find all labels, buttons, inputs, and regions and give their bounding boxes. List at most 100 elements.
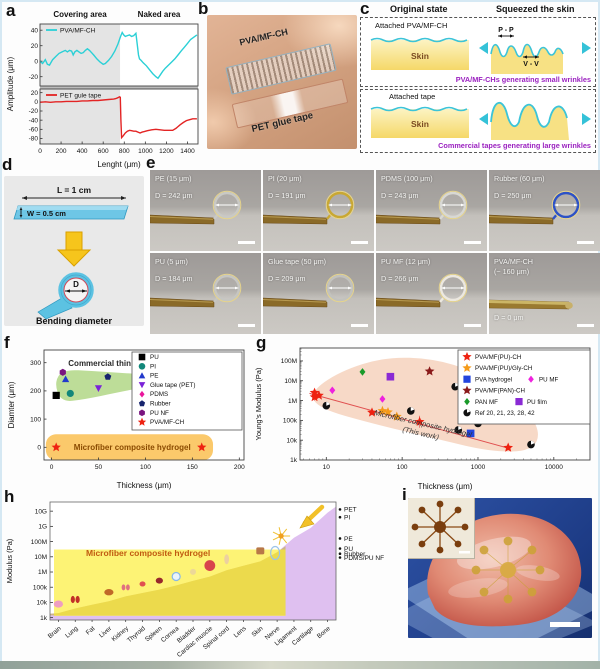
f-legend-label: PVA/MF-CH: [150, 419, 185, 426]
e-tile: PI (20 μm) D = 191 μm: [263, 170, 374, 251]
svg-text:200: 200: [30, 388, 41, 395]
svg-text:1G: 1G: [38, 524, 47, 531]
material-label: PVA/MF-CH: [494, 257, 533, 266]
cornea-icon: [171, 571, 181, 582]
stick: [376, 214, 441, 225]
brain-icon: [53, 600, 64, 608]
svg-text:-20: -20: [29, 108, 39, 115]
diameter-label: D = 209 μm: [268, 274, 306, 283]
e-tile-art: [150, 190, 242, 225]
diameter-label: D = 250 μm: [494, 191, 532, 200]
h-category-label: Lens: [233, 625, 248, 639]
skin-block-1: Skin: [370, 37, 469, 70]
scale-bar: [464, 241, 481, 244]
diameter-label: D = 242 μm: [155, 191, 193, 200]
h-category-label: Skin: [251, 625, 265, 639]
material-label: PI (20 μm): [268, 174, 302, 183]
heart-demo: [404, 496, 596, 644]
squeeze-arrow-right-icon: [582, 42, 591, 54]
material-label: PU MF (12 μm): [381, 257, 431, 266]
marker-triangle: [61, 375, 70, 383]
f-legend-label: PI: [150, 363, 156, 370]
down-arrow-icon: [56, 231, 92, 267]
svg-text:20: 20: [31, 90, 39, 97]
diameter-label: D = 266 μm: [381, 274, 419, 283]
liver-icon: [104, 589, 114, 596]
marker-star: [424, 366, 435, 376]
svg-text:W = 0.5 cm: W = 0.5 cm: [27, 209, 66, 218]
device-inset-svg: [411, 500, 470, 554]
next-figure-edge: [0, 661, 600, 669]
scale-bar: [577, 241, 594, 244]
e-tile: PE (15 μm) D = 242 μm: [150, 170, 261, 251]
hydrogel-coating: [489, 300, 569, 305]
chart-diameter-vs-thickness: Commercial thin film Microfiber composite…: [7, 349, 245, 490]
svg-text:10: 10: [323, 464, 331, 471]
g-legend-label: PVA/MF(PU)-CH: [475, 354, 521, 361]
bent-film-loop: D: [37, 272, 94, 320]
marker-circle-ref: [322, 401, 331, 410]
diameter-label: D = 0 μm: [494, 313, 524, 322]
svg-text:10k: 10k: [287, 437, 298, 444]
stick: [150, 214, 215, 225]
bending-diagram-svg: L = 1 cm W = 0.5 cm D Bending diameter: [13, 185, 129, 326]
scale-bar: [238, 324, 255, 327]
attached-tape-label: Attached tape: [389, 92, 436, 101]
g-legend-label: PVA/MF(PAN)-CH: [475, 388, 525, 395]
marker-pentagon: [104, 373, 112, 380]
marker-star: [462, 363, 472, 372]
series-line: [39, 95, 197, 140]
marker-star: [383, 407, 393, 417]
e-tile-art: [150, 273, 242, 308]
squeezed-large-wrinkles: [479, 102, 591, 140]
diameter-annotation: [212, 190, 242, 220]
marker-star: [51, 442, 61, 452]
h-category-label: Lung: [64, 625, 80, 640]
svg-text:L = 1 cm: L = 1 cm: [57, 185, 92, 195]
e-tile: Glue tape (50 μm) D = 209 μm: [263, 253, 374, 334]
a-ylabel: Amplitude (μm): [6, 56, 15, 111]
marker-diamond: [359, 368, 366, 376]
marker-square: [52, 391, 60, 400]
h-category-label: Thyroid: [126, 625, 147, 644]
f-legend-label: Rubber: [150, 401, 171, 408]
heart-photo: [408, 498, 592, 638]
svg-text:200: 200: [234, 464, 245, 471]
scale-bar: [459, 551, 470, 554]
svg-text:400: 400: [77, 148, 88, 155]
marker-diamond: [528, 375, 534, 383]
marker-star: [503, 442, 513, 452]
h-material-label: PDMS/PU NF: [344, 555, 384, 562]
device-inset: [408, 498, 475, 559]
squeeze-arrow-right-icon: [582, 113, 591, 125]
marker-circle-ref: [406, 407, 415, 415]
svg-text:10k: 10k: [37, 600, 48, 607]
diameter-label: D = 184 μm: [155, 274, 193, 283]
svg-text:-80: -80: [29, 136, 39, 143]
e-tile: PDMS (100 μm) D = 243 μm: [376, 170, 487, 251]
f-legend-label: PE: [150, 373, 158, 380]
marker-square: [515, 398, 523, 406]
marker-square: [386, 372, 395, 381]
hydrogel-band: [45, 434, 214, 461]
panel-label-i: i: [402, 485, 407, 504]
panel-label-g: g: [256, 333, 267, 352]
caption-small-wrinkles: PVA/MF-CHs generating small wrinkles: [455, 75, 591, 84]
marker-star: [391, 411, 402, 421]
g-legend-label: PVA/MF(PU)/Gly-CH: [475, 365, 532, 372]
svg-text:P - P: P - P: [498, 27, 514, 34]
diameter-annotation: [438, 273, 468, 303]
panel-label-a: a: [6, 1, 16, 20]
stick: [263, 214, 328, 225]
marker-circle: [66, 389, 74, 398]
e-tile: PU (5 μm) D = 184 μm: [150, 253, 261, 334]
svg-text:10G: 10G: [35, 508, 47, 515]
material-label: PU (5 μm): [155, 257, 188, 266]
e-tile-art: [376, 190, 468, 225]
marker-circle-ref: [454, 426, 463, 434]
g-legend-label: Ref 20, 21, 23, 28, 42: [475, 410, 535, 417]
svg-text:1M: 1M: [288, 398, 297, 405]
diameter-label: D = 191 μm: [268, 191, 306, 200]
wrinkle-diagram: Original state Squeezed the skin Attache…: [358, 2, 598, 154]
